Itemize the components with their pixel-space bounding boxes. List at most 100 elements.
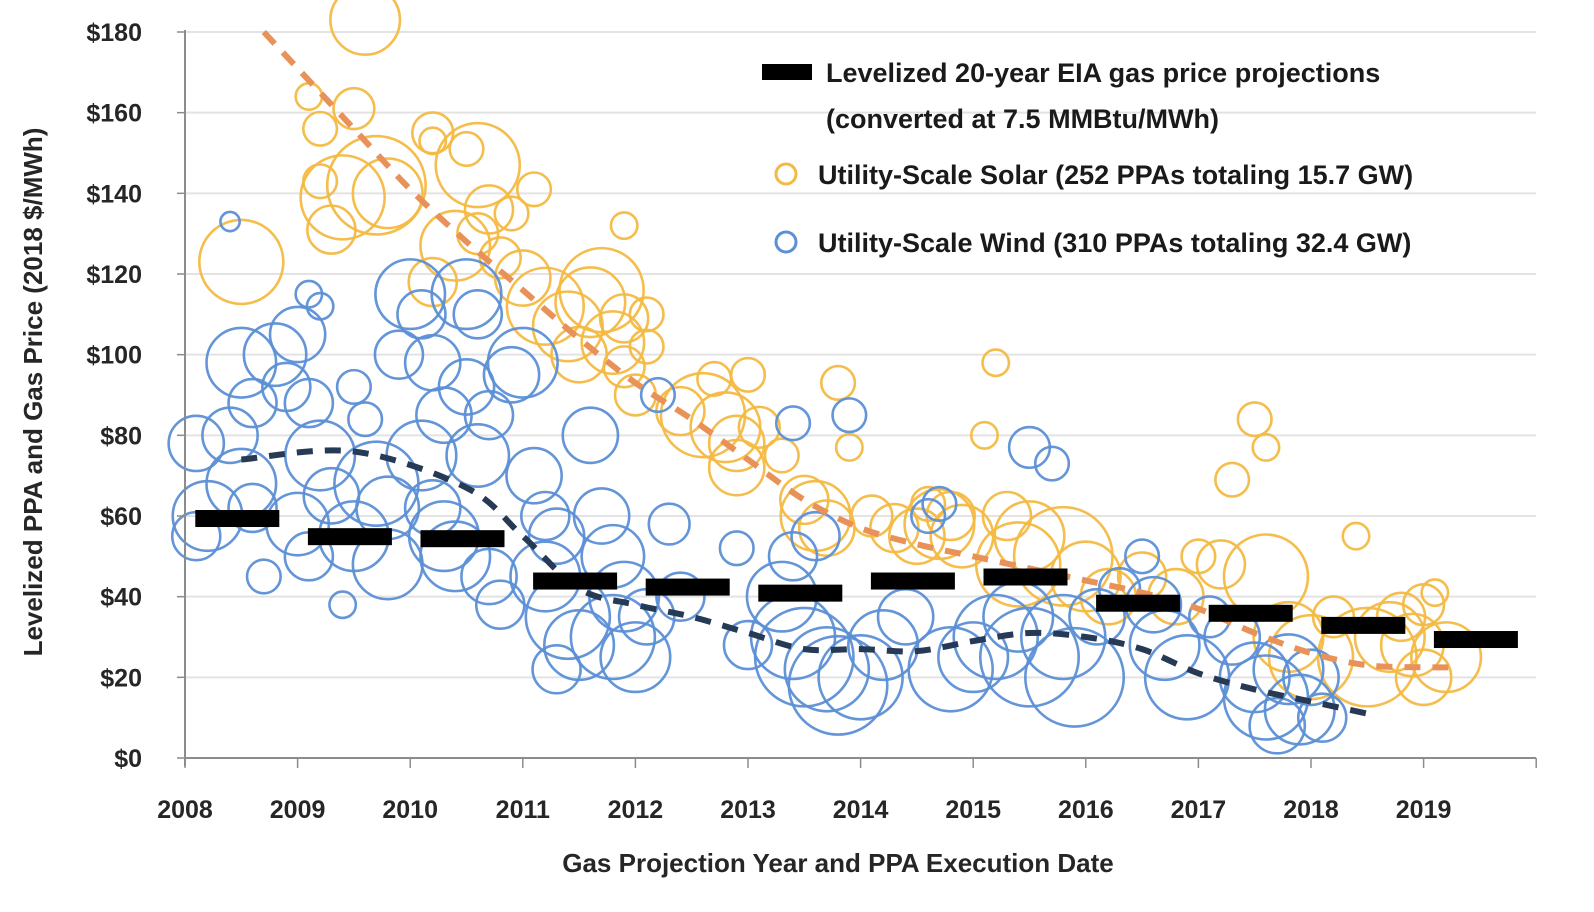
- solar-ppa-bubble: [434, 121, 522, 209]
- solar-ppa-bubble: [1236, 401, 1273, 438]
- wind-bubbles: [167, 210, 1348, 755]
- y-axis-title: Levelized PPA and Gas Price (2018 $/MWh): [18, 128, 48, 657]
- trend-lines: [241, 29, 1458, 717]
- solar-ppa-bubble: [302, 110, 339, 147]
- wind-ppa-bubble: [1033, 445, 1071, 482]
- solar-ppa-bubble: [969, 420, 999, 450]
- solar-ppa-bubble: [707, 438, 766, 497]
- legend-wind-label: Utility-Scale Wind (310 PPAs totaling 32…: [818, 228, 1411, 258]
- solar-ppa-bubble: [351, 157, 424, 230]
- y-tick-label: $0: [114, 745, 142, 773]
- gas-price-bar: [1208, 604, 1293, 622]
- wind-ppa-bubble: [520, 490, 571, 542]
- solar-ppa-bubble: [478, 236, 522, 280]
- wind-ppa-bubble: [1296, 692, 1348, 743]
- solar-ppa-bubble: [763, 437, 800, 474]
- x-tick-labels: 2008 2009 2010 2011 2012 2013 2014 2015 2016 2017…: [157, 796, 1451, 824]
- solar-ppa-bubble: [515, 171, 553, 208]
- solar-ppa-bubble: [302, 163, 339, 200]
- wind-ppa-bubble: [284, 419, 357, 492]
- wind-ppa-bubble: [1282, 648, 1340, 707]
- wind-ppa-bubble: [639, 376, 677, 414]
- legend-gas-label-line1: Levelized 20-year EIA gas price projecti…: [826, 58, 1380, 88]
- x-tick-label: 2011: [496, 796, 550, 824]
- legend-solar-icon: [774, 162, 798, 186]
- gas-price-bar: [533, 572, 618, 590]
- x-tick-label: 2019: [1396, 796, 1452, 824]
- solar-ppa-bubble: [198, 218, 285, 306]
- wind-ppa-bubble: [167, 414, 226, 473]
- solar-ppa-bubble: [332, 86, 376, 131]
- solar-ppa-bubble: [819, 364, 857, 402]
- wind-ppa-bubble: [1252, 633, 1325, 706]
- solar-ppa-bubble: [554, 266, 627, 339]
- x-tick-label: 2015: [945, 796, 1001, 824]
- solar-ppa-bubble: [888, 507, 946, 566]
- solar-ppa-bubble: [729, 356, 767, 393]
- wind-ppa-bubble: [505, 446, 563, 505]
- wind-ppa-bubble: [1123, 538, 1161, 575]
- solar-ppa-bubble: [1311, 595, 1356, 639]
- y-tick-label: $140: [86, 180, 142, 208]
- solar-ppa-bubble: [598, 293, 650, 344]
- wind-ppa-bubble: [283, 377, 335, 429]
- wind-ppa-bubble: [328, 590, 358, 620]
- gas-price-bar: [645, 578, 730, 596]
- wind-ppa-bubble: [1007, 425, 1052, 470]
- wind-ppa-bubble: [1019, 593, 1107, 681]
- wind-ppa-bubble: [1068, 587, 1126, 646]
- x-tick-label: 2017: [1171, 796, 1227, 824]
- solar-ppa-bubble: [558, 246, 645, 334]
- y-tick-label: $60: [100, 503, 142, 531]
- legend-gas-swatch: [762, 64, 812, 80]
- wind-ppa-bubble: [445, 422, 511, 488]
- wind-ppa-bubble: [722, 619, 774, 671]
- solar-ppa-bubble: [1214, 461, 1251, 498]
- wind-ppa-bubble: [482, 345, 541, 404]
- wind-ppa-bubble: [486, 326, 559, 399]
- wind-ppa-bubble: [201, 406, 259, 465]
- wind-ppa-bubble: [937, 621, 1010, 694]
- wind-ppa-bubble: [572, 487, 631, 545]
- wind-ppa-bubble: [430, 258, 503, 331]
- solar-ppa-bubble: [628, 328, 665, 365]
- wind-ppa-bubble: [305, 291, 335, 321]
- solar-ppa-bubble: [1353, 600, 1426, 674]
- wind-ppa-bubble: [419, 520, 492, 593]
- solar-ppa-bubble: [659, 371, 747, 459]
- wind-ppa-bubble: [599, 621, 672, 694]
- wind-trend-line: [241, 447, 1368, 717]
- legend-wind-icon: [774, 230, 798, 254]
- wind-ppa-bubble: [921, 485, 958, 523]
- y-tick-label: $180: [86, 19, 142, 47]
- wind-ppa-bubble: [227, 482, 278, 534]
- wind-ppa-bubble: [205, 326, 278, 399]
- y-tick-label: $160: [86, 100, 142, 128]
- gas-price-bar: [1321, 616, 1406, 634]
- wind-ppa-bubble: [561, 406, 620, 465]
- wind-ppa-bubble: [245, 558, 282, 595]
- wind-ppa-bubble: [219, 210, 241, 233]
- solar-ppa-bubble: [834, 432, 864, 462]
- axes: [177, 30, 1537, 768]
- gas-price-bar: [307, 528, 392, 546]
- solar-ppa-bubble: [609, 211, 639, 241]
- y-tick-labels: $0 $20 $40 $60 $80 $100 $120 $140 $160 $180: [86, 19, 142, 773]
- x-tick-label: 2009: [270, 796, 326, 824]
- wind-ppa-bubble: [647, 502, 691, 546]
- wind-ppa-bubble: [227, 377, 278, 429]
- solar-ppa-bubble: [325, 134, 427, 236]
- wind-ppa-bubble: [335, 368, 373, 406]
- gas-price-bar: [870, 572, 955, 590]
- wind-ppa-bubble: [569, 593, 657, 681]
- solar-ppa-bubble: [602, 345, 646, 389]
- wind-ppa-bubble: [437, 358, 496, 416]
- solar-ppa-bubble: [448, 130, 485, 168]
- wind-ppa-bubble: [774, 405, 812, 442]
- wind-ppa-bubble: [847, 608, 920, 682]
- wind-ppa-bubble: [452, 289, 504, 340]
- y-tick-label: $120: [86, 261, 142, 289]
- wind-ppa-bubble: [242, 322, 308, 388]
- wind-ppa-bubble: [655, 571, 706, 622]
